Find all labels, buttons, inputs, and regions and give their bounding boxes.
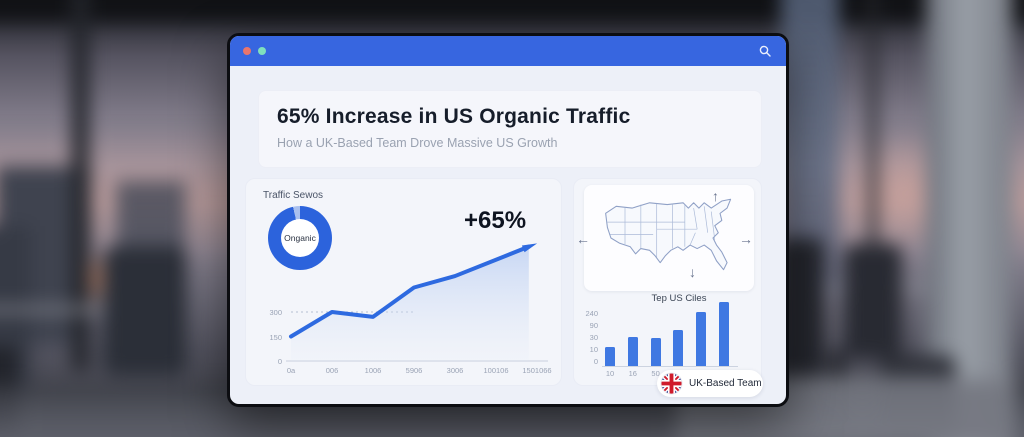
bar-chart-axis-line (602, 366, 738, 367)
bar-y-tick-label: 240 (585, 309, 598, 318)
arrow-right-icon: → (739, 231, 753, 247)
window-control-minimize[interactable] (258, 47, 266, 55)
bar-y-tick-label: 90 (589, 321, 598, 330)
search-icon[interactable] (758, 44, 772, 58)
bar-x-tick-label: 50 (651, 369, 660, 378)
line-y-tick-label: 150 (269, 332, 282, 342)
arrow-left-icon: ← (576, 231, 590, 247)
bar-x-tick-label: 16 (628, 369, 637, 378)
uk-flag-icon (660, 372, 683, 395)
ceiling-shadow (0, 0, 1024, 22)
traffic-sources-label: Traffic Sewos (263, 190, 324, 201)
uk-team-badge-label: UK-Based Team (689, 378, 762, 389)
bar-x-tick-label: 10 (605, 369, 615, 378)
arrow-down-icon: ↓ (689, 264, 696, 280)
arrow-up-icon: ↑ (712, 188, 719, 204)
browser-window-content: 65% Increase in US Organic Traffic How a… (230, 36, 786, 404)
page-title: 65% Increase in US Organic Traffic (277, 105, 631, 128)
traffic-donut-chart: Onganic (268, 206, 332, 270)
line-x-tick-label: 1006 (364, 366, 382, 375)
bar (696, 312, 707, 366)
window-mullion (869, 0, 877, 346)
window-mullion (72, 0, 89, 371)
bar-y-tick-label: 0 (593, 357, 598, 366)
office-chair (103, 246, 187, 376)
line-y-tick-label: 0 (277, 357, 282, 366)
us-map (605, 198, 732, 271)
bar (719, 301, 729, 366)
line-x-tick-label: 006 (325, 366, 339, 375)
bar-y-tick-label: 10 (589, 345, 598, 354)
desk-edge (0, 306, 106, 313)
line-x-tick-label: 0a (286, 366, 296, 375)
office-chair (844, 244, 902, 359)
browser-titlebar (230, 36, 786, 66)
page-subtitle: How a UK-Based Team Drove Massive US Gro… (277, 136, 558, 150)
uk-team-badge: UK-Based Team (657, 370, 763, 397)
bar (673, 329, 684, 366)
bar (650, 338, 661, 366)
donut-center: Onganic (281, 219, 319, 257)
growth-annotation: +65% (464, 207, 527, 234)
bar-y-tick-label: 30 (589, 333, 598, 342)
traffic-panel: Traffic Sewos Onganic +65% (245, 178, 562, 386)
line-x-tick-label: 5906 (405, 366, 423, 375)
window-control-close[interactable] (243, 47, 251, 55)
line-x-tick-label: 100106 (483, 366, 509, 375)
bar (605, 347, 615, 366)
line-x-tick-label: 1501066 (522, 366, 552, 375)
line-x-tick-label: 3006 (446, 366, 464, 375)
us-map-card: ↑ ↓ (584, 185, 754, 291)
bar-chart-title: Tep US Ciles (651, 293, 707, 304)
browser-window: 65% Increase in US Organic Traffic How a… (227, 33, 789, 407)
line-y-tick-label: 300 (269, 308, 282, 317)
growth-line-chart (286, 243, 548, 362)
bar (627, 336, 638, 366)
donut-center-label: Onganic (284, 233, 316, 243)
headline-card: 65% Increase in US Organic Traffic How a… (258, 90, 762, 168)
